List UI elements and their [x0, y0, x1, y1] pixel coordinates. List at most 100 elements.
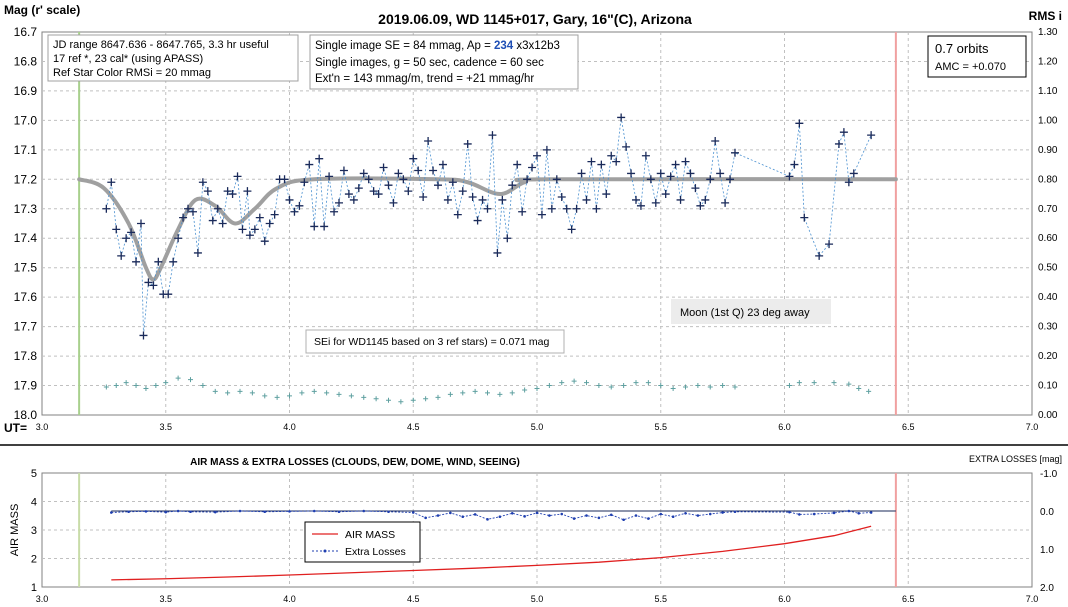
magnitude-point [419, 192, 428, 201]
info-box-images: Single image SE = 84 mmag, Ap = 234 x3x1… [309, 34, 579, 90]
se-suffix: x3x12b3 [513, 40, 560, 52]
magnitude-point [112, 225, 121, 234]
magnitude-point [137, 219, 145, 228]
magnitude-point [834, 139, 843, 148]
magnitude-point [122, 234, 131, 243]
magnitude-point [280, 175, 289, 184]
extra-losses-point [176, 509, 180, 513]
top-y-tick-label: 18.0 [14, 408, 38, 422]
extra-losses-point [733, 510, 737, 514]
magnitude-point [238, 225, 247, 234]
legend-label-extra-losses: Extra Losses [345, 546, 406, 558]
extra-losses-point [424, 516, 427, 520]
magnitude-point [203, 187, 212, 196]
top-chart-title: 2019.06.09, WD 1145+017, Gary, 16"(C), A… [378, 11, 692, 27]
magnitude-point [265, 219, 274, 228]
magnitude-point [518, 207, 527, 216]
rms-point [472, 388, 478, 394]
magnitude-point [513, 160, 522, 169]
magnitude-point [144, 278, 153, 287]
magnitude-point [233, 172, 242, 181]
magnitude-point [438, 160, 447, 169]
extra-losses-point [213, 510, 217, 514]
top-y2-tick-label: 0.50 [1038, 263, 1058, 274]
magnitude-point [785, 172, 794, 181]
magnitude-point [384, 181, 393, 190]
moon-box-frame [671, 299, 831, 324]
magnitude-point [844, 178, 853, 187]
moon-label: Moon (1st Q) 23 deg away [680, 307, 810, 319]
extra-losses-point [461, 515, 465, 518]
magnitude-point [572, 204, 581, 213]
extra-losses-point [634, 514, 638, 517]
top-y-tick-label: 17.8 [14, 349, 38, 363]
bottom-x-tick-label: 6.5 [902, 594, 915, 604]
magnitude-point [537, 210, 546, 219]
extra-losses-point [721, 511, 724, 514]
magnitude-point [290, 207, 299, 216]
magnitude-point [867, 131, 876, 140]
rms-point [670, 385, 676, 391]
amc-label: AMC = +0.070 [935, 61, 1006, 73]
top-x-tick-label: 7.0 [1026, 422, 1039, 432]
bottom-chart-title: AIR MASS & EXTRA LOSSES (CLOUDS, DEW, DO… [190, 457, 520, 468]
top-y2-tick-label: 1.00 [1038, 115, 1058, 126]
magnitude-point [636, 201, 645, 210]
magnitude-point [414, 166, 423, 175]
extra-losses-point [110, 511, 113, 514]
bottom-series [110, 509, 896, 581]
rms-point [856, 385, 862, 391]
magnitude-point [815, 251, 824, 260]
rms-point [720, 383, 726, 389]
rms-point [497, 391, 503, 397]
rms-point [811, 380, 817, 386]
top-y2-tick-label: 0.90 [1038, 145, 1058, 156]
extra-losses-point [609, 513, 613, 517]
magnitude-point [498, 195, 507, 204]
magnitude-point [661, 190, 670, 199]
top-y-tick-label: 17.5 [14, 261, 38, 275]
rms-point [732, 384, 738, 390]
magnitude-point [364, 175, 373, 184]
rms-point [262, 393, 268, 399]
magnitude-point [627, 169, 636, 178]
magnitude-point [542, 145, 551, 154]
rms-point [559, 380, 565, 386]
magnitude-point [218, 219, 227, 228]
magnitude-point [696, 201, 705, 210]
top-y-tick-label: 17.4 [14, 231, 38, 245]
magnitude-point [577, 169, 586, 178]
rms-point [435, 394, 441, 400]
rms-series [103, 375, 872, 405]
legend-frame [304, 521, 421, 563]
rms-point [348, 393, 354, 399]
bottom-y-tick-label: 2 [31, 554, 37, 566]
magnitude-point [671, 160, 680, 169]
extra-losses-point [857, 511, 861, 515]
magnitude-point [369, 187, 378, 196]
extra-losses-point [560, 512, 564, 516]
extra-losses-point [869, 511, 873, 514]
magnitude-point [179, 213, 188, 222]
magnitude-point [523, 175, 532, 184]
top-markers [78, 32, 897, 415]
orbits-box: 0.7 orbits AMC = +0.070 [927, 35, 1027, 78]
magnitude-point [726, 175, 735, 184]
magnitude-point [305, 160, 314, 169]
air-mass-line [111, 525, 872, 581]
extra-losses-point [535, 511, 539, 515]
top-y-tick-label: 16.8 [14, 54, 38, 68]
magnitude-point [184, 204, 193, 213]
rms-point [324, 390, 330, 396]
extra-losses-point [510, 511, 514, 515]
extra-losses-point [647, 517, 650, 520]
top-y-tick-label: 17.9 [14, 379, 38, 393]
magnitude-point [188, 207, 197, 216]
extra-losses-point [164, 510, 168, 514]
top-y2-tick-label: 1.10 [1038, 86, 1058, 97]
magnitude-point [552, 175, 561, 184]
rms-point [645, 380, 651, 386]
magnitude-point [795, 119, 804, 128]
magnitude-point [453, 210, 462, 219]
magnitude-point [285, 195, 294, 204]
